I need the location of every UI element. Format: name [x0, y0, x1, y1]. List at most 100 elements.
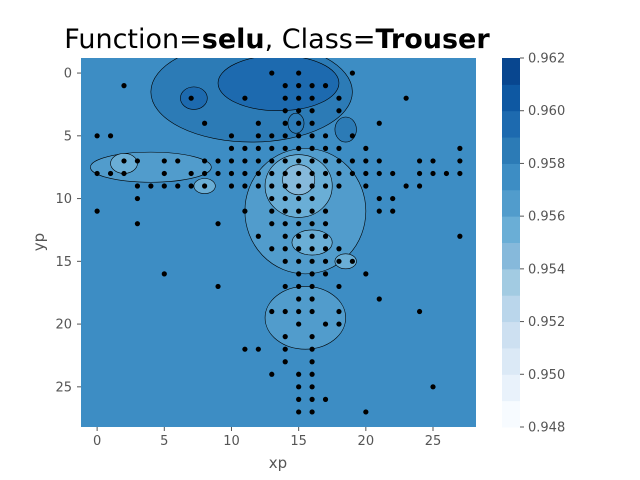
data-point-86 — [390, 170, 396, 177]
plot-area — [81, 58, 476, 427]
data-point-5 — [296, 83, 302, 89]
data-point-123 — [376, 208, 382, 214]
data-point-127 — [269, 221, 275, 227]
data-point-143 — [336, 246, 342, 252]
data-point-177 — [309, 346, 315, 352]
contour-region-3 — [90, 151, 212, 183]
data-point-145 — [296, 258, 302, 264]
data-point-68 — [107, 170, 114, 177]
data-point-10 — [282, 95, 288, 101]
data-point-66 — [457, 158, 463, 164]
data-point-22 — [296, 120, 302, 126]
data-point-13 — [336, 95, 342, 101]
data-point-142 — [322, 246, 329, 252]
data-point-58 — [309, 158, 315, 164]
data-point-148 — [336, 258, 342, 264]
contour-region-12 — [287, 112, 305, 134]
colorbar-band-4 — [502, 295, 520, 323]
data-point-121 — [309, 208, 315, 214]
x-tick-label-2: 10 — [223, 434, 240, 449]
colorbar-band-12 — [502, 84, 520, 112]
data-point-39 — [282, 145, 288, 151]
data-point-184 — [309, 384, 315, 390]
data-point-62 — [363, 158, 369, 164]
data-point-169 — [296, 321, 302, 327]
data-point-71 — [188, 170, 194, 177]
data-point-2 — [349, 70, 355, 76]
data-point-150 — [161, 271, 167, 277]
data-point-97 — [228, 183, 235, 189]
data-point-9 — [242, 95, 248, 101]
y-tick-label-2: 10 — [55, 192, 72, 207]
data-point-103 — [309, 183, 315, 189]
data-point-16 — [296, 108, 302, 114]
data-point-37 — [255, 145, 261, 151]
data-point-46 — [121, 158, 127, 164]
data-point-153 — [322, 271, 329, 277]
data-point-87 — [416, 170, 423, 177]
data-point-8 — [188, 95, 194, 101]
data-point-179 — [309, 359, 315, 365]
data-point-158 — [309, 283, 315, 290]
y-tick-label-3: 15 — [55, 255, 72, 270]
data-point-156 — [282, 283, 288, 290]
data-point-76 — [255, 170, 261, 177]
data-point-33 — [322, 133, 329, 139]
data-point-98 — [242, 183, 248, 189]
colorbar-ticks: 0.962 0.960 0.958 0.956 0.954 0.952 0.950 0.948 — [520, 52, 565, 436]
data-point-69 — [121, 170, 127, 177]
data-point-3 — [121, 83, 127, 89]
data-point-28 — [255, 133, 261, 139]
data-point-141 — [309, 246, 315, 252]
data-point-52 — [228, 158, 235, 164]
x-tick-label-0: 0 — [93, 434, 101, 449]
data-point-48 — [161, 158, 167, 164]
data-point-140 — [296, 246, 302, 252]
data-point-77 — [269, 170, 275, 177]
data-point-82 — [336, 170, 342, 177]
data-point-53 — [242, 158, 248, 164]
data-point-30 — [282, 133, 288, 139]
data-point-36 — [242, 145, 248, 151]
data-point-45 — [457, 145, 463, 151]
data-point-154 — [363, 271, 369, 277]
colorbar-band-3 — [502, 321, 520, 349]
data-point-149 — [349, 258, 355, 264]
data-point-43 — [336, 145, 342, 151]
data-point-50 — [202, 158, 208, 164]
data-point-135 — [309, 233, 315, 239]
data-point-139 — [282, 246, 288, 252]
colorbar — [502, 58, 520, 428]
data-point-27 — [228, 133, 235, 139]
data-point-75 — [242, 170, 248, 177]
data-point-40 — [296, 145, 302, 151]
colorbar-tick-label-1: 0.960 — [528, 104, 565, 119]
data-point-115 — [390, 195, 396, 202]
data-point-15 — [282, 108, 288, 114]
data-point-157 — [296, 283, 302, 290]
data-point-129 — [296, 221, 302, 227]
data-point-88 — [430, 170, 436, 177]
y-axis-label: yp — [30, 233, 48, 251]
data-point-54 — [255, 158, 261, 164]
data-point-118 — [269, 208, 275, 214]
data-point-181 — [296, 371, 302, 377]
data-point-92 — [148, 183, 154, 189]
data-point-112 — [296, 195, 302, 202]
colorbar-tick-label-5: 0.952 — [528, 315, 565, 330]
x-tick-label-3: 15 — [290, 434, 307, 449]
colorbar-band-1 — [502, 374, 520, 402]
colorbar-band-11 — [502, 110, 520, 138]
data-point-4 — [282, 83, 288, 89]
colorbar-tick-label-3: 0.956 — [528, 210, 565, 225]
data-point-1 — [296, 70, 302, 76]
data-point-174 — [242, 346, 248, 352]
data-point-190 — [309, 409, 315, 415]
data-point-102 — [296, 183, 302, 189]
data-point-185 — [430, 384, 436, 390]
data-point-70 — [161, 170, 167, 177]
data-point-24 — [376, 120, 382, 126]
data-point-151 — [296, 271, 302, 277]
colorbar-tick-label-6: 0.950 — [528, 368, 565, 383]
data-point-101 — [282, 183, 288, 189]
